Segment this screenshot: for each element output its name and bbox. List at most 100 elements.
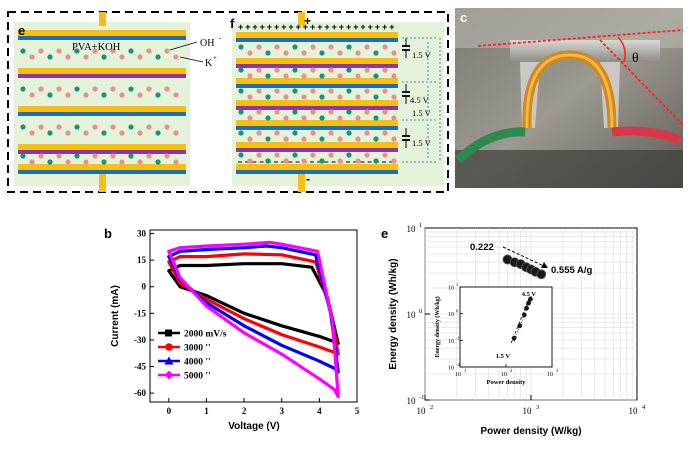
angle-line-horizontal — [477, 29, 684, 47]
ion-particle — [47, 54, 53, 60]
ion-particle — [364, 152, 370, 158]
ion-particle — [146, 124, 152, 130]
ion-particle — [256, 88, 262, 94]
legend-marker-square — [165, 329, 172, 337]
ion-particle — [337, 158, 343, 164]
inset-y-tick-label: 10 — [448, 312, 454, 318]
cv-curve — [167, 252, 340, 356]
ion-particle — [38, 153, 44, 159]
cv-x-tick-label: 0 — [167, 406, 172, 416]
panel-f-ions — [238, 44, 397, 164]
cv-x-tick-label: 4 — [317, 406, 322, 416]
ion-particle — [364, 67, 370, 73]
ion-particle — [265, 50, 271, 56]
cell-voltage-1: 1.5 V — [412, 50, 432, 60]
electrode-layer — [18, 150, 186, 154]
ion-particle — [173, 159, 179, 165]
ion-particle — [256, 67, 262, 73]
plus-charge-sign: + — [346, 22, 351, 32]
panel-c-photo: c θ — [454, 8, 684, 188]
ion-particle — [38, 86, 44, 92]
legend-marker-circle — [165, 343, 173, 351]
cv-legend: 2000 mV/s 3000 '' 4000 '' 5000 '' — [158, 329, 227, 382]
panel-f-bottom-tab — [298, 174, 305, 192]
ragone-y-tick-exponent: -1 — [419, 394, 424, 401]
ion-particle — [110, 124, 116, 130]
ion-particle — [382, 130, 388, 136]
cv-y-tick-label: 15 — [137, 255, 147, 265]
ragone-y-tick-exponent: 0 — [419, 308, 422, 315]
ion-particle — [337, 94, 343, 100]
k-ion-superscript: + — [213, 54, 217, 62]
ion-particle — [137, 130, 143, 136]
ion-particle — [110, 153, 116, 159]
ion-particle — [382, 67, 388, 73]
inset-data-point — [511, 335, 517, 341]
inset-x-tick-exponent: 1 — [464, 368, 466, 373]
plus-charge-sign: + — [303, 22, 308, 32]
inset-y-tick-exponent: 0 — [456, 309, 459, 314]
ion-particle — [373, 115, 379, 121]
ion-particle — [373, 158, 379, 164]
ion-particle — [301, 73, 307, 79]
ion-particle — [274, 88, 280, 94]
ion-particle — [47, 159, 53, 165]
ion-particle — [92, 124, 98, 130]
ion-particle — [56, 153, 62, 159]
red-clip — [611, 126, 682, 145]
cv-x-axis-label: Voltage (V) — [228, 421, 279, 432]
ion-particle — [83, 54, 89, 60]
ion-particle — [146, 153, 152, 159]
ion-particle — [247, 50, 253, 56]
ion-particle — [238, 109, 244, 115]
ion-particle — [119, 159, 125, 165]
ion-particle — [355, 73, 361, 79]
ion-particle — [310, 130, 316, 136]
ion-particle — [137, 92, 143, 98]
total-voltage: 4.5 V — [410, 95, 430, 105]
legend-label: 5000 '' — [184, 372, 211, 382]
panel-f-letter: f — [230, 16, 235, 31]
ion-particle — [301, 50, 307, 56]
ion-particle — [310, 88, 316, 94]
ion-particle — [283, 158, 289, 164]
ion-particle — [265, 158, 271, 164]
ion-particle — [319, 94, 325, 100]
ion-particle — [301, 158, 307, 164]
inset-label-high: 4.5 V — [522, 291, 537, 298]
ion-particle — [391, 73, 397, 79]
legend-label: 2000 mV/s — [184, 330, 227, 340]
ion-particle — [292, 152, 298, 158]
electrode-layer — [236, 148, 398, 152]
ion-particle — [101, 159, 107, 165]
plus-charge-sign: + — [317, 22, 322, 32]
ion-particle — [155, 92, 161, 98]
current-collector-layer — [236, 78, 398, 84]
current-collector-layer — [236, 120, 398, 126]
ion-particle — [355, 136, 361, 142]
ion-particle — [164, 86, 170, 92]
ion-particle — [20, 124, 26, 130]
legend-label: 3000 '' — [184, 344, 211, 354]
current-collector-layer — [236, 58, 398, 64]
ion-particle — [238, 130, 244, 136]
plus-charge-sign: + — [296, 22, 301, 32]
ion-particle — [364, 109, 370, 115]
ion-particle — [292, 109, 298, 115]
oh-arrow — [169, 41, 198, 51]
ragone-y-axis-label: Energy density (Wh/kg) — [388, 258, 399, 369]
ion-particle — [65, 159, 71, 165]
current-collector-layer — [18, 144, 186, 150]
ion-particle — [292, 130, 298, 136]
ion-particle — [292, 67, 298, 73]
ion-particle — [382, 109, 388, 115]
ragone-y-tick-label: 10 — [407, 396, 417, 406]
ion-particle — [247, 94, 253, 100]
ion-particle — [346, 88, 352, 94]
inset-data-point — [521, 312, 527, 318]
ragone-y-tick-label: 10 — [407, 224, 417, 234]
plus-charge-sign: + — [281, 22, 286, 32]
panel-e-top-tab — [99, 12, 106, 26]
ion-particle — [119, 92, 125, 98]
